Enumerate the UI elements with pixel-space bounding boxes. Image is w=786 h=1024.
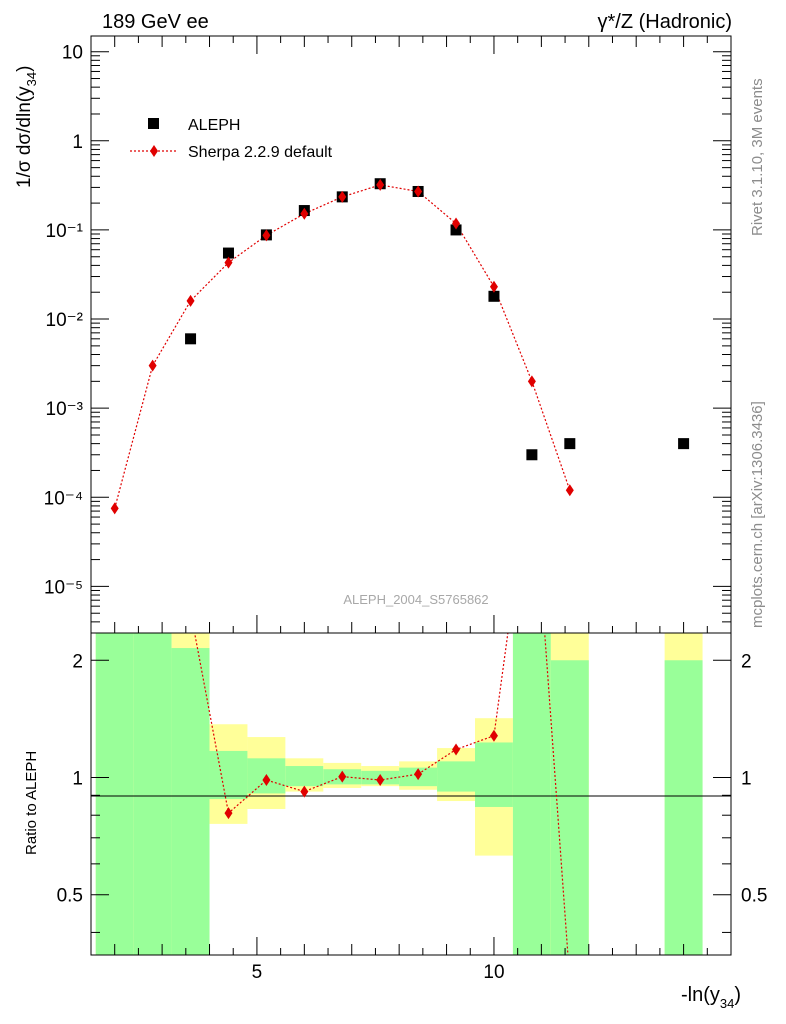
rivet-label: Rivet 3.1.10, 3M events — [749, 78, 766, 236]
mcplots-label: mcplots.cern.ch [arXiv:1306.3436] — [749, 401, 766, 628]
aleph-point — [185, 333, 197, 345]
ratio-point — [224, 807, 233, 820]
ratio-plot-frame — [90, 632, 732, 956]
main-ytick-label: 10⁻⁵ — [44, 577, 83, 598]
sherpa-point — [110, 502, 119, 515]
x-axis-label: -ln(y34) — [681, 984, 741, 1011]
sherpa-point — [338, 190, 347, 203]
ratio-point — [300, 785, 309, 798]
legend: ALEPH Sherpa 2.2.9 default — [130, 117, 333, 161]
ratio-series — [194, 633, 569, 955]
header-right: γ*/Z (Hadronic) — [598, 11, 732, 33]
main-ytick-label: 1 — [72, 132, 83, 153]
main-ytick-label: 10⁻⁴ — [44, 488, 83, 509]
ratio-point — [414, 768, 423, 781]
legend-label-aleph: ALEPH — [188, 117, 240, 134]
aleph-point — [450, 224, 462, 236]
aleph-point — [222, 247, 234, 259]
sherpa-point — [262, 229, 271, 242]
sherpa-point — [376, 178, 385, 191]
ratio-ytick-label-left: 1 — [72, 768, 83, 789]
sherpa-point — [224, 256, 233, 269]
xtick-label: 10 — [483, 962, 504, 983]
ratio-point — [376, 774, 385, 787]
xtick-label: 5 — [252, 962, 263, 983]
axis-ticks: 10⁻⁵ 10⁻⁴ 10⁻³ 10⁻² 10⁻¹ 1 10 0.5 0.5 1 1 2 2 5 10 — [44, 36, 767, 983]
sherpa-line — [114, 184, 571, 509]
main-ylabel: 1/σ dσ/dln(y34) — [14, 66, 39, 188]
ratio-point — [452, 743, 461, 756]
band-inner — [209, 750, 248, 800]
ratio-point — [262, 774, 271, 787]
band-inner — [550, 660, 589, 955]
main-ytick-label: 10 — [62, 43, 83, 64]
sherpa-point — [300, 207, 309, 220]
band-inner — [95, 633, 134, 955]
sherpa-point — [452, 217, 461, 230]
analysis-watermark: ALEPH_2004_S5765862 — [343, 592, 488, 607]
band-inner — [285, 766, 324, 787]
legend-marker-sherpa — [150, 145, 158, 157]
aleph-point — [488, 290, 500, 302]
ratio-ytick-label-left: 2 — [72, 651, 83, 672]
ratio-ylabel: Ratio to ALEPH — [23, 751, 40, 855]
band-inner — [171, 648, 210, 955]
ratio-point — [489, 729, 498, 742]
sherpa-point — [489, 280, 498, 293]
ratio-ytick-label-right: 0.5 — [741, 886, 767, 907]
aleph-point — [564, 438, 576, 450]
band-inner — [133, 633, 172, 955]
header-left: 189 GeV ee — [102, 11, 209, 33]
band-inner — [664, 660, 703, 955]
legend-label-sherpa: Sherpa 2.2.9 default — [188, 144, 333, 161]
band-inner — [475, 742, 513, 807]
ratio-ytick-label-right: 2 — [741, 651, 752, 672]
band-inner — [512, 633, 551, 955]
aleph-point — [526, 449, 538, 461]
sherpa-point — [186, 294, 195, 307]
main-ytick-label: 10⁻³ — [46, 399, 84, 420]
band-inner — [437, 761, 475, 792]
aleph-point — [678, 438, 690, 450]
ratio-point — [338, 770, 347, 783]
ratio-ytick-label-left: 0.5 — [57, 886, 83, 907]
sherpa-point — [527, 375, 536, 388]
sherpa-point — [148, 359, 157, 372]
sherpa-point — [565, 484, 574, 497]
legend-marker-aleph — [148, 118, 159, 129]
ratio-uncertainty-bands — [95, 633, 703, 955]
main-ytick-label: 10⁻¹ — [46, 221, 84, 242]
sherpa-point — [414, 185, 423, 198]
main-ytick-label: 10⁻² — [46, 310, 84, 331]
ratio-ytick-label-right: 1 — [741, 768, 752, 789]
main-series — [110, 178, 690, 515]
